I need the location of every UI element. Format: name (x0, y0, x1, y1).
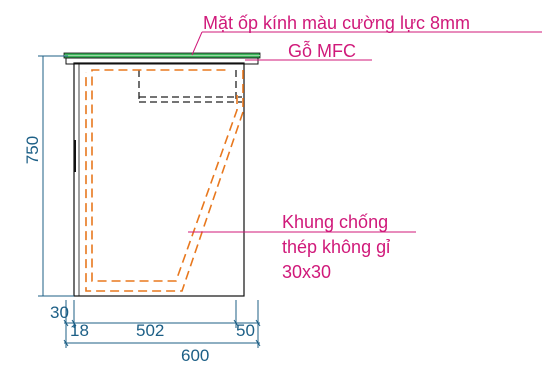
drawer-dashed-outline (138, 70, 242, 103)
wood-label: Gỗ MFC (288, 40, 356, 61)
dim-right-part: 50 (236, 321, 255, 340)
frame-label-line2: thép không gỉ (282, 237, 390, 257)
cabinet-body (73, 62, 245, 297)
dim-height: 750 (23, 136, 42, 164)
dim-total-width: 600 (181, 346, 209, 365)
glass-top-label: Mặt ốp kính màu cường lực 8mm (203, 13, 470, 33)
glass-top-panel (63, 52, 261, 59)
dimension-lines (38, 55, 261, 348)
dim-middle-part: 502 (136, 321, 164, 340)
steel-frame-dashed (85, 69, 244, 292)
dim-left-part: 18 (70, 321, 89, 340)
leader-lines (188, 31, 542, 233)
frame-label-line3: 30x30 (282, 262, 331, 282)
dim-bottom-offset: 30 (50, 303, 69, 322)
frame-label-line1: Khung chống (282, 212, 388, 232)
mfc-wood-top (65, 57, 259, 65)
